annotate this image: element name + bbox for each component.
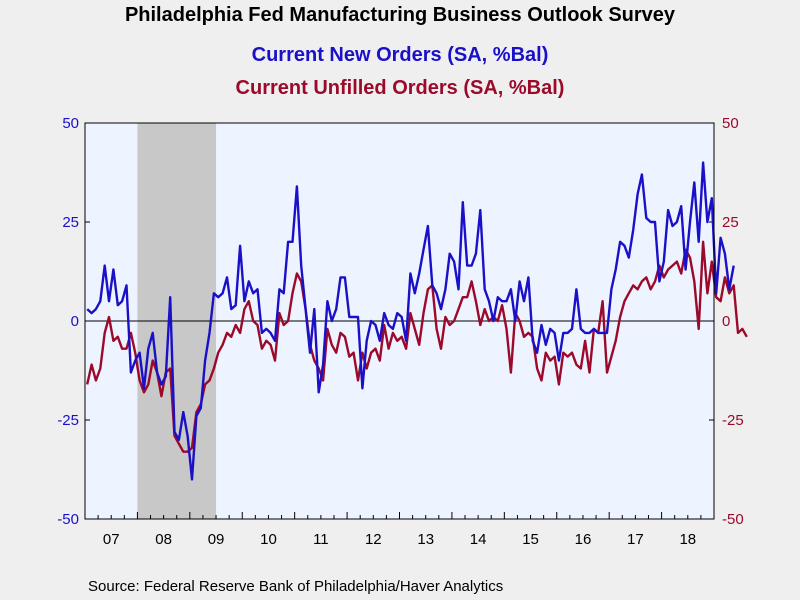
x-tick-label: 18: [679, 531, 696, 548]
y-tick-label-right: 0: [722, 313, 730, 330]
series-line-new-orders: [86, 161, 735, 481]
x-tick-label: 08: [155, 531, 172, 548]
y-tick-label-right: 50: [722, 115, 739, 132]
source-note: Source: Federal Reserve Bank of Philadel…: [88, 578, 504, 595]
series-line-unfilled-orders: [86, 240, 748, 453]
y-tick-label-right: 25: [722, 214, 739, 231]
y-tick-label-right: -25: [722, 412, 744, 429]
y-tick-label-left: 0: [71, 313, 79, 330]
x-tick-label: 14: [470, 531, 487, 548]
y-tick-label-left: -25: [57, 412, 79, 429]
legend-new-orders: Current New Orders (SA, %Bal): [251, 44, 549, 66]
x-tick-label: 09: [208, 531, 225, 548]
x-tick-label: 13: [417, 531, 434, 548]
y-tick-label-left: -50: [57, 511, 79, 528]
y-tick-label-right: -50: [722, 511, 744, 528]
y-tick-label-left: 25: [62, 214, 79, 231]
axis-ticks: -50 -25 0 25 50 -50 -25 0 25 50 07 08 09 10 11 12 13 14 15…: [57, 115, 743, 548]
x-tick-label: 17: [627, 531, 644, 548]
chart-title: Philadelphia Fed Manufacturing Business …: [124, 4, 676, 26]
plot-frame: [84, 122, 715, 520]
x-tick-label: 11: [313, 531, 329, 548]
x-tick-label: 10: [260, 531, 277, 548]
x-tick-label: 15: [522, 531, 539, 548]
x-tick-label: 12: [365, 531, 382, 548]
legend-unfilled-orders: Current Unfilled Orders (SA, %Bal): [235, 77, 565, 99]
x-tick-label: 07: [103, 531, 120, 548]
x-tick-label: 16: [575, 531, 592, 548]
y-tick-label-left: 50: [62, 115, 79, 132]
